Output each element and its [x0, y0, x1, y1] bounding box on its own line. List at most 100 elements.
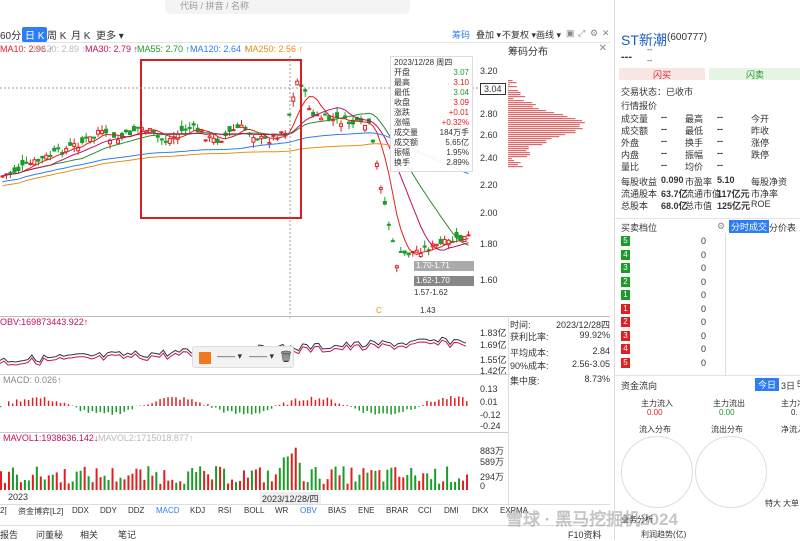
tab-related[interactable]: 相关: [80, 528, 98, 541]
indicator-tab-active[interactable]: OBV: [300, 506, 317, 515]
overlay-menu[interactable]: 叠加 ▾: [476, 28, 501, 41]
volume-bar: [143, 480, 145, 490]
macd-bar: [235, 406, 237, 414]
indicator-tab[interactable]: WR: [275, 506, 288, 515]
indicator-tab[interactable]: CCI: [418, 506, 432, 515]
candle: [467, 235, 470, 236]
volume-bar: [108, 480, 110, 490]
volume-bar: [347, 484, 349, 490]
tab-price-table[interactable]: 分价表: [769, 221, 796, 234]
volume-bar: [48, 475, 50, 490]
macd-bar: [0, 406, 2, 407]
draw-menu[interactable]: 画线 ▾: [536, 28, 561, 41]
volume-bar: [450, 482, 452, 490]
candle: [240, 125, 243, 127]
candle: [212, 138, 215, 142]
tab-3day[interactable]: 3日: [781, 379, 795, 392]
indicator-tab[interactable]: DDZ: [128, 506, 144, 515]
macd-bar: [283, 403, 285, 406]
gear-icon[interactable]: ⚙: [717, 221, 725, 232]
fullscreen-icon[interactable]: ⤢: [578, 28, 585, 39]
indicator-tab[interactable]: KDJ: [190, 506, 205, 515]
volume-bar: [386, 470, 388, 490]
quick-sell-button[interactable]: 闪卖: [709, 68, 800, 80]
tab-ask-secretary[interactable]: 问董秘: [36, 528, 63, 541]
volume-bar: [223, 469, 225, 490]
indicator-tab[interactable]: BRAR: [386, 506, 408, 515]
macd-bar: [398, 406, 400, 413]
close-icon[interactable]: ✕: [599, 43, 607, 54]
chip-bar: [508, 116, 568, 117]
indicator-tab[interactable]: DDY: [100, 506, 117, 515]
macd-bar: [219, 406, 221, 410]
dash: --: [647, 56, 652, 65]
indicator-tab[interactable]: DMI: [444, 506, 459, 515]
business-analysis-label: 业务分析: [621, 514, 653, 525]
tab-tick-trades[interactable]: 分时成交: [729, 220, 769, 233]
indicator-tab[interactable]: ENE: [358, 506, 374, 515]
candle: [41, 156, 44, 157]
search-input[interactable]: 代码 / 拼音 / 名称: [165, 0, 410, 14]
adjust-menu[interactable]: 不复权 ▾: [502, 28, 536, 41]
quick-buy-button[interactable]: 闪买: [619, 68, 705, 80]
volume-bar: [275, 474, 277, 490]
volume-bar: [127, 475, 129, 490]
chips-toggle[interactable]: 筹码: [452, 28, 470, 41]
volume-bar: [366, 473, 368, 490]
trash-icon[interactable]: 🗑: [279, 350, 293, 363]
indicator-tab[interactable]: DKX: [472, 506, 488, 515]
screenshot-icon[interactable]: ▣: [566, 28, 575, 39]
macd-bar: [40, 398, 42, 406]
candle: [216, 139, 219, 142]
indicator-tab[interactable]: RSI: [218, 506, 231, 515]
volume-bar: [434, 469, 436, 490]
macd-bar: [68, 404, 70, 406]
volume-bar: [430, 479, 432, 490]
volume-chart: [0, 442, 470, 490]
macd-bar: [462, 397, 464, 406]
price-tick: 1.60: [480, 275, 498, 285]
macd-bar: [255, 406, 257, 413]
chip-band: 1.62-1.70: [414, 276, 474, 286]
macd-bar: [271, 406, 273, 409]
tab-report[interactable]: 报告: [0, 528, 18, 541]
indicator-tab[interactable]: 2]: [0, 506, 7, 515]
candle: [228, 127, 231, 132]
macd-bar: [434, 402, 436, 406]
close-icon[interactable]: ✕: [602, 28, 610, 39]
candle: [156, 136, 159, 137]
volume-bar: [370, 470, 372, 490]
tab-week-k[interactable]: 周 K: [47, 27, 66, 42]
indicator-tab[interactable]: 资金博弈[L2]: [18, 506, 63, 517]
tab-day-k[interactable]: 日 K: [22, 27, 47, 42]
color-swatch[interactable]: [199, 352, 211, 364]
macd-bar: [171, 397, 173, 406]
volume-bar: [378, 470, 380, 490]
macd-bar: [358, 406, 360, 411]
volume-bar: [64, 469, 66, 490]
tab-month-k[interactable]: 月 K: [71, 27, 90, 42]
volume-bar: [243, 470, 245, 490]
indicator-tab[interactable]: DDX: [72, 506, 89, 515]
volume-bar: [382, 482, 384, 490]
chip-bar: [508, 160, 514, 161]
period-60min[interactable]: 60分: [0, 27, 21, 42]
indicator-tab[interactable]: BIAS: [328, 506, 346, 515]
volume-bar: [215, 466, 217, 490]
tab-today[interactable]: 今日: [755, 378, 779, 391]
indicator-tab-active[interactable]: MACD: [156, 506, 180, 515]
candle: [200, 131, 203, 132]
line-style-select[interactable]: —— ▾: [217, 351, 242, 362]
volume-bar: [139, 469, 141, 490]
tab-notes[interactable]: 笔记: [118, 528, 136, 541]
settings-icon[interactable]: ⚙: [590, 28, 598, 39]
indicator-tab[interactable]: BOLL: [244, 506, 264, 515]
macd-bar: [84, 406, 86, 410]
line-width-select[interactable]: —— ▾: [249, 351, 274, 362]
more-menu[interactable]: 更多 ▾: [96, 27, 124, 42]
candle: [73, 144, 76, 147]
volume-bar: [362, 468, 364, 490]
candle: [403, 251, 406, 253]
